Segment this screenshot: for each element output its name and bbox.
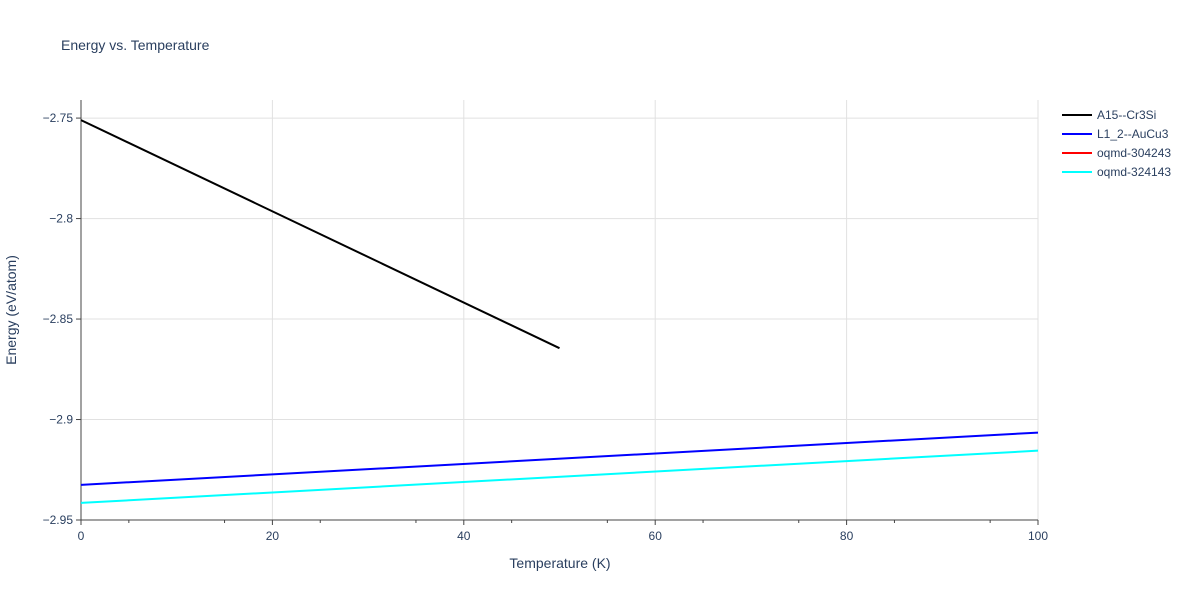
grid-lines xyxy=(81,100,1039,521)
y-tick-label: −2.9 xyxy=(49,413,73,427)
series-line xyxy=(80,449,1039,504)
legend: A15--Cr3Si L1_2--AuCu3 oqmd-304243 oqmd-324… xyxy=(1062,108,1171,179)
x-tick-label: 0 xyxy=(78,529,85,543)
legend-label: A15--Cr3Si xyxy=(1097,108,1156,122)
x-tick-label: 80 xyxy=(840,529,854,543)
legend-label: L1_2--AuCu3 xyxy=(1097,127,1169,141)
legend-label: oqmd-324143 xyxy=(1097,165,1171,179)
chart-title: Energy vs. Temperature xyxy=(61,37,210,53)
series-line xyxy=(80,431,1039,486)
y-tick-label: −2.85 xyxy=(43,312,74,326)
x-tick-label: 100 xyxy=(1028,529,1048,543)
axes: 0 20 40 60 80 100 −2.75 −2.8 −2.85 −2.9 −2.95 xyxy=(43,100,1048,543)
y-tick-label: −2.95 xyxy=(43,513,74,527)
x-axis-title: Temperature (K) xyxy=(509,555,610,571)
x-tick-label: 20 xyxy=(266,529,280,543)
x-tick-label: 60 xyxy=(649,529,663,543)
series-line xyxy=(80,119,560,350)
series-lines xyxy=(80,119,1039,504)
x-tick-label: 40 xyxy=(457,529,471,543)
y-tick-label: −2.8 xyxy=(49,212,73,226)
y-tick-label: −2.75 xyxy=(43,111,74,125)
legend-label: oqmd-304243 xyxy=(1097,146,1171,160)
y-axis-title: Energy (eV/atom) xyxy=(3,255,19,365)
